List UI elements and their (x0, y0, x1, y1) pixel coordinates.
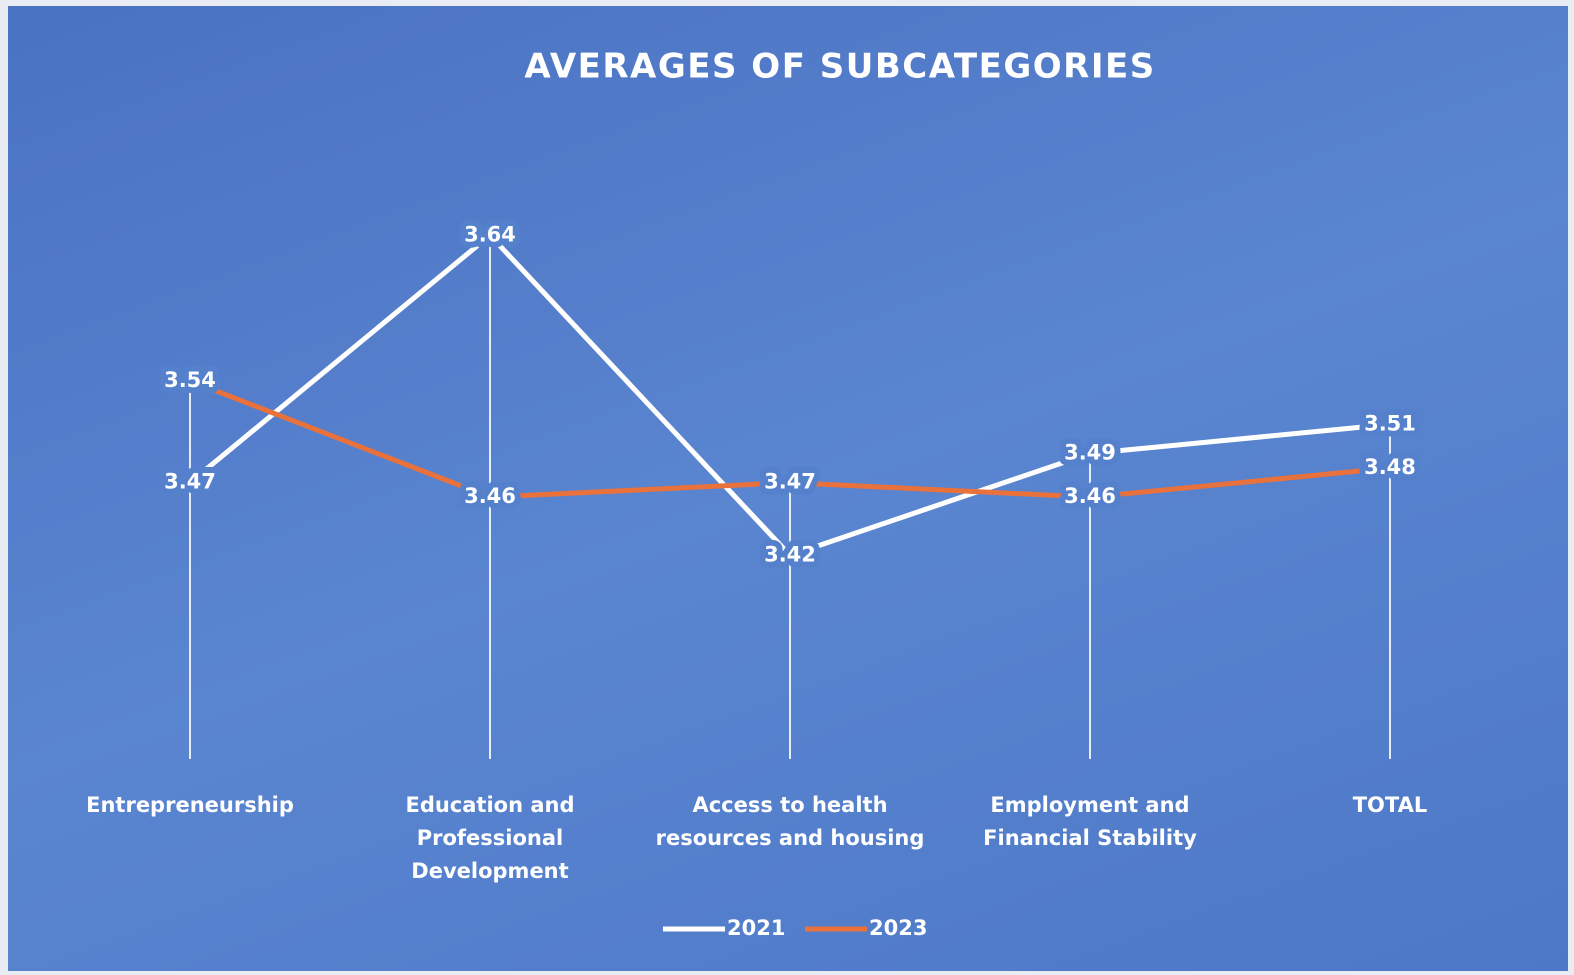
x-tick-label: Employment and Financial Stability (983, 793, 1197, 850)
legend-label: 2023 (869, 916, 927, 940)
data-label: 3.42 (764, 542, 816, 566)
x-tick-label: Access to health resources and housing (655, 793, 925, 850)
data-label: 3.46 (1064, 484, 1116, 508)
data-label: 3.51 (1364, 411, 1416, 435)
data-label: 3.64 (464, 222, 516, 246)
legend-label: 2021 (727, 916, 785, 940)
data-label: 3.46 (464, 484, 516, 508)
x-tick-label: Education and Professional Development (405, 793, 575, 883)
data-label: 3.54 (164, 368, 216, 392)
data-label: 3.47 (164, 470, 216, 494)
series-line (188, 232, 1391, 558)
chart-area: AVERAGES OF SUBCATEGORIES 3.47 3.64 3.42 3.… (8, 6, 1568, 971)
x-tick-label: Entrepreneurship (86, 793, 294, 817)
data-label: 3.49 (1064, 441, 1116, 465)
data-label: 3.48 (1364, 455, 1416, 479)
chart: AVERAGES OF SUBCATEGORIES 3.47 3.64 3.42 3.… (158, 47, 1422, 941)
chart-title: AVERAGES OF SUBCATEGORIES (524, 47, 1155, 87)
data-label: 3.47 (764, 470, 816, 494)
series-line (189, 378, 1391, 500)
x-tick-label: TOTAL (1352, 793, 1428, 817)
